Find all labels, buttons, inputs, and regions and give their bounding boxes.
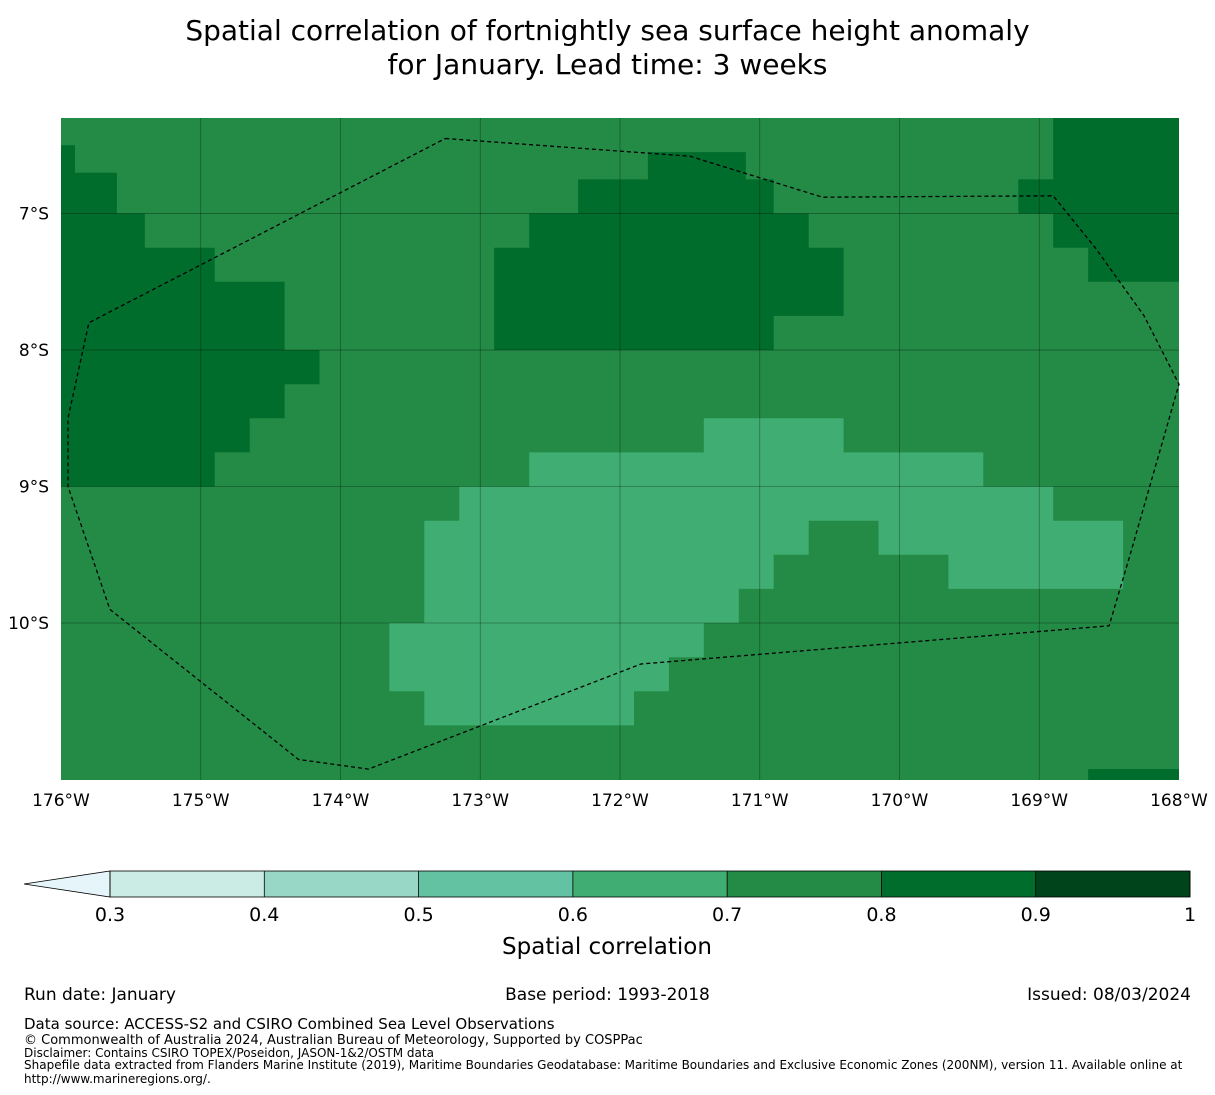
lon-tick-label: 175°W	[172, 791, 230, 811]
correlation-region-4	[389, 418, 1124, 726]
lon-tick-label: 174°W	[312, 791, 370, 811]
lon-tick-label: 173°W	[451, 791, 509, 811]
colorbar-extend-min	[23, 870, 111, 898]
colorbar-segment	[727, 871, 882, 897]
lat-tick-label: 9°S	[19, 478, 49, 498]
colorbar-segment	[264, 871, 419, 897]
colorbar-segment	[881, 871, 1036, 897]
colorbar-frame	[109, 870, 1191, 898]
correlation-region-0	[61, 145, 320, 487]
data-source: Data source: ACCESS-S2 and CSIRO Combine…	[24, 1015, 555, 1033]
copyright: © Commonwealth of Australia 2024, Austra…	[24, 1033, 643, 1048]
chart-title: Spatial correlation of fortnightly sea s…	[0, 14, 1215, 82]
colorbar-tick-label: 1	[1184, 904, 1196, 926]
colorbar-tick-label: 0.4	[249, 904, 279, 926]
colorbar-tick-label: 0.3	[95, 904, 125, 926]
lon-tick-label: 169°W	[1010, 791, 1068, 811]
correlation-region-2	[1018, 118, 1179, 282]
lat-tick-label: 10°S	[8, 614, 49, 634]
eez-boundary	[67, 137, 1180, 770]
correlation-region-1	[494, 152, 844, 350]
colorbar: 0.3 0.4 0.5 0.6 0.7 0.8 0.9 1 Spatial correlatio…	[23, 870, 1196, 960]
base-period: Base period: 1993-2018	[505, 985, 710, 1005]
colorbar-segment	[418, 871, 573, 897]
lon-tick-label: 176°W	[32, 791, 90, 811]
colorbar-tick-label: 0.7	[712, 904, 742, 926]
colorbar-label: Spatial correlation	[502, 934, 712, 960]
title-line-1: Spatial correlation of fortnightly sea s…	[185, 14, 1030, 47]
disclaimer: Disclaimer: Contains CSIRO TOPEX/Poseido…	[24, 1046, 434, 1060]
lon-tick-label: 168°W	[1150, 791, 1208, 811]
lon-tick-label: 172°W	[591, 791, 649, 811]
colorbar-tick-label: 0.9	[1021, 904, 1051, 926]
colorbar-segment	[1035, 871, 1190, 897]
run-date: Run date: January	[24, 985, 176, 1005]
colorbar-tick-label: 0.5	[403, 904, 433, 926]
issued-date: Issued: 08/03/2024	[1027, 985, 1191, 1005]
lat-tick-label: 7°S	[19, 205, 49, 225]
correlation-region-3	[1088, 769, 1179, 780]
colorbar-segment	[110, 871, 265, 897]
lat-tick-label: 8°S	[19, 341, 49, 361]
lon-tick-label: 170°W	[871, 791, 929, 811]
colorbar-tick-label: 0.6	[558, 904, 588, 926]
colorbar-segment	[572, 871, 728, 897]
lon-tick-label: 171°W	[731, 791, 789, 811]
map-plot-area: 176°W 175°W 174°W 173°W 172°W 171°W 170°W 169°W…	[8, 118, 1208, 811]
colorbar-tick-label: 0.8	[866, 904, 896, 926]
shapefile-credit: Shapefile data extracted from Flanders M…	[24, 1058, 1183, 1086]
map-figure: 176°W 175°W 174°W 173°W 172°W 171°W 170°W 169°W…	[8, 118, 1208, 960]
title-line-2: for January. Lead time: 3 weeks	[387, 48, 828, 81]
